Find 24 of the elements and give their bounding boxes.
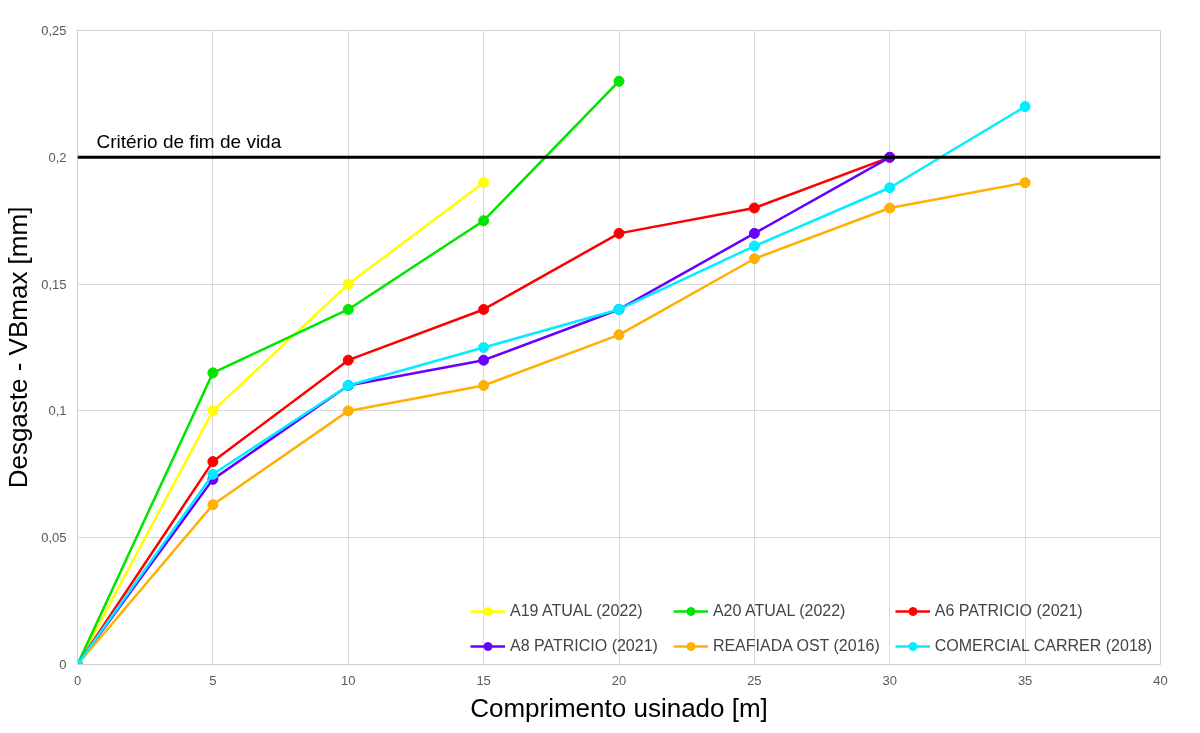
y-tick-label: 0,2 bbox=[48, 149, 67, 165]
x-tick-label: 35 bbox=[1017, 672, 1033, 688]
y-tick-label: 0,1 bbox=[48, 403, 67, 419]
y-tick-label: 0 bbox=[59, 657, 67, 672]
legend-label: A6 PATRICIO (2021) bbox=[934, 602, 1083, 620]
legend-label: A20 ATUAL (2022) bbox=[712, 602, 846, 620]
y-tick-label: 0,15 bbox=[41, 276, 67, 292]
y-tick-label: 0,25 bbox=[41, 23, 67, 38]
x-tick-label: 5 bbox=[209, 672, 217, 688]
x-tick-label: 15 bbox=[476, 672, 491, 688]
x-axis-title: Comprimento usinado [m] bbox=[470, 692, 768, 723]
legend-label: A8 PATRICIO (2021) bbox=[509, 637, 658, 655]
y-axis-title: Desgaste - VBmax [mm] bbox=[3, 206, 34, 489]
y-tick-label: 0,05 bbox=[41, 530, 67, 546]
x-tick-label: 0 bbox=[73, 672, 82, 688]
x-tick-label: 30 bbox=[882, 672, 897, 688]
ref-line-label: Critério de fim de vida bbox=[96, 131, 282, 153]
legend-label: A19 ATUAL (2022) bbox=[509, 602, 643, 620]
x-tick-label: 40 bbox=[1153, 672, 1168, 688]
x-tick-label: 20 bbox=[611, 672, 627, 688]
legend-label: COMERCIAL CARRER (2018) bbox=[934, 637, 1152, 655]
legend-label: REAFIADA OST (2016) bbox=[712, 637, 880, 655]
x-tick-label: 25 bbox=[747, 672, 762, 688]
x-tick-label: 10 bbox=[341, 672, 356, 688]
